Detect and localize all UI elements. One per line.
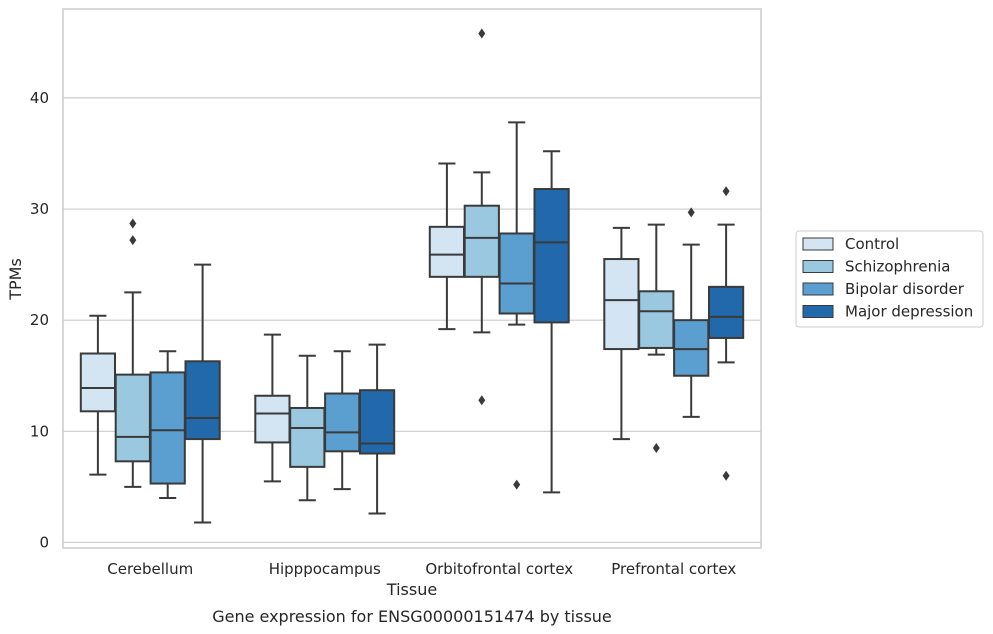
box-iqr <box>428 225 466 278</box>
legend-label: Schizophrenia <box>845 258 950 276</box>
y-axis-title: TPMs <box>6 258 25 301</box>
box-iqr <box>254 394 291 444</box>
box-iqr <box>149 371 186 485</box>
outlier-point <box>722 186 730 197</box>
box-control <box>79 314 117 476</box>
box-schizophrenia <box>463 28 500 406</box>
x-tick-label: Hipppocampus <box>269 560 381 578</box>
outlier-point <box>652 442 660 453</box>
legend-label: Major depression <box>845 303 973 321</box>
box-major-depression <box>184 263 221 524</box>
legend-swatch <box>802 260 834 273</box>
legend-swatch <box>802 282 834 296</box>
box-iqr <box>463 204 500 278</box>
outlier-point <box>478 28 486 39</box>
legend-label: Control <box>845 235 899 253</box>
y-tick-label: 40 <box>30 89 49 107</box>
outlier-point <box>513 479 521 490</box>
legend-frame <box>795 230 984 328</box>
box-iqr <box>498 232 535 315</box>
box-iqr <box>673 319 710 377</box>
outlier-point <box>687 207 695 218</box>
box-major-depression <box>533 150 570 494</box>
y-tick-label: 20 <box>30 311 49 329</box>
outlier-point <box>478 395 486 406</box>
box-bipolar-disorder <box>498 121 535 490</box>
outlier-point <box>722 470 730 481</box>
x-tick-label: Orbitofrontal cortex <box>425 560 573 578</box>
x-tick-label: Prefrontal cortex <box>611 560 736 578</box>
y-tick-label: 30 <box>30 200 49 218</box>
box-iqr <box>324 392 361 453</box>
legend-swatch <box>802 305 834 318</box>
box-iqr <box>184 360 221 441</box>
box-major-depression <box>358 343 396 515</box>
box-control <box>254 333 291 483</box>
box-iqr <box>289 406 326 468</box>
box-plots <box>79 28 745 524</box>
y-tick-label: 0 <box>39 533 49 551</box>
box-iqr <box>533 188 570 324</box>
box-iqr <box>603 258 640 351</box>
box-bipolar-disorder <box>673 207 710 418</box>
x-axis-ticks: Cerebellum Hipppocampus Orbitofrontal cort… <box>107 560 736 578</box>
box-schizophrenia <box>289 354 326 502</box>
plot-frame <box>62 8 762 549</box>
box-schizophrenia <box>638 223 675 453</box>
legend: Control Schizophrenia Bipolar disorder Majo… <box>795 230 984 328</box>
box-bipolar-disorder <box>149 350 186 499</box>
outlier-point <box>129 218 137 229</box>
x-tick-label: Cerebellum <box>107 560 193 578</box>
y-axis-ticks: 0 10 20 30 40 <box>30 89 49 552</box>
chart-caption: Gene expression for ENSG00000151474 by t… <box>212 607 612 626</box>
box-bipolar-disorder <box>324 350 361 491</box>
box-iqr <box>79 352 117 413</box>
legend-swatch <box>802 237 834 251</box>
box-control <box>428 162 466 331</box>
box-iqr <box>638 290 675 349</box>
y-tick-label: 10 <box>30 422 49 440</box>
box-control <box>603 226 640 441</box>
box-iqr <box>114 373 151 463</box>
box-major-depression <box>707 186 745 481</box>
legend-label: Bipolar disorder <box>845 280 965 298</box>
box-iqr <box>707 285 745 339</box>
box-schizophrenia <box>114 218 151 488</box>
outlier-point <box>129 235 137 246</box>
x-axis-title: Tissue <box>386 580 437 599</box>
